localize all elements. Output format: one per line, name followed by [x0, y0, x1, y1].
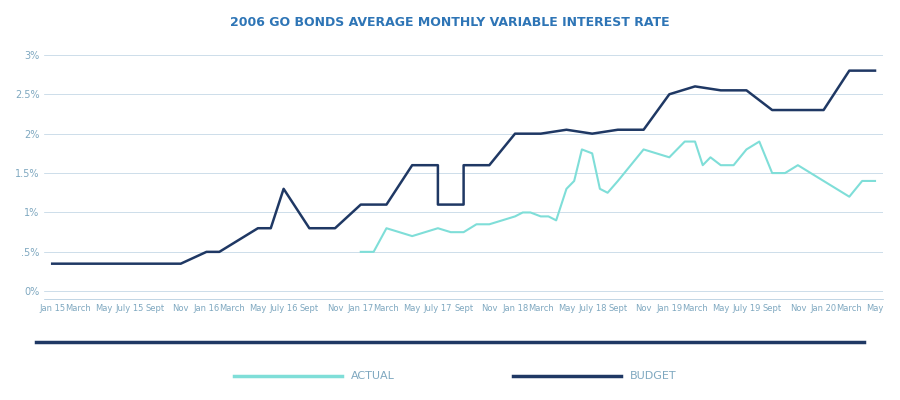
Text: BUDGET: BUDGET: [630, 371, 677, 381]
Text: 2006 GO BONDS AVERAGE MONTHLY VARIABLE INTEREST RATE: 2006 GO BONDS AVERAGE MONTHLY VARIABLE I…: [230, 16, 670, 28]
Text: ACTUAL: ACTUAL: [351, 371, 395, 381]
